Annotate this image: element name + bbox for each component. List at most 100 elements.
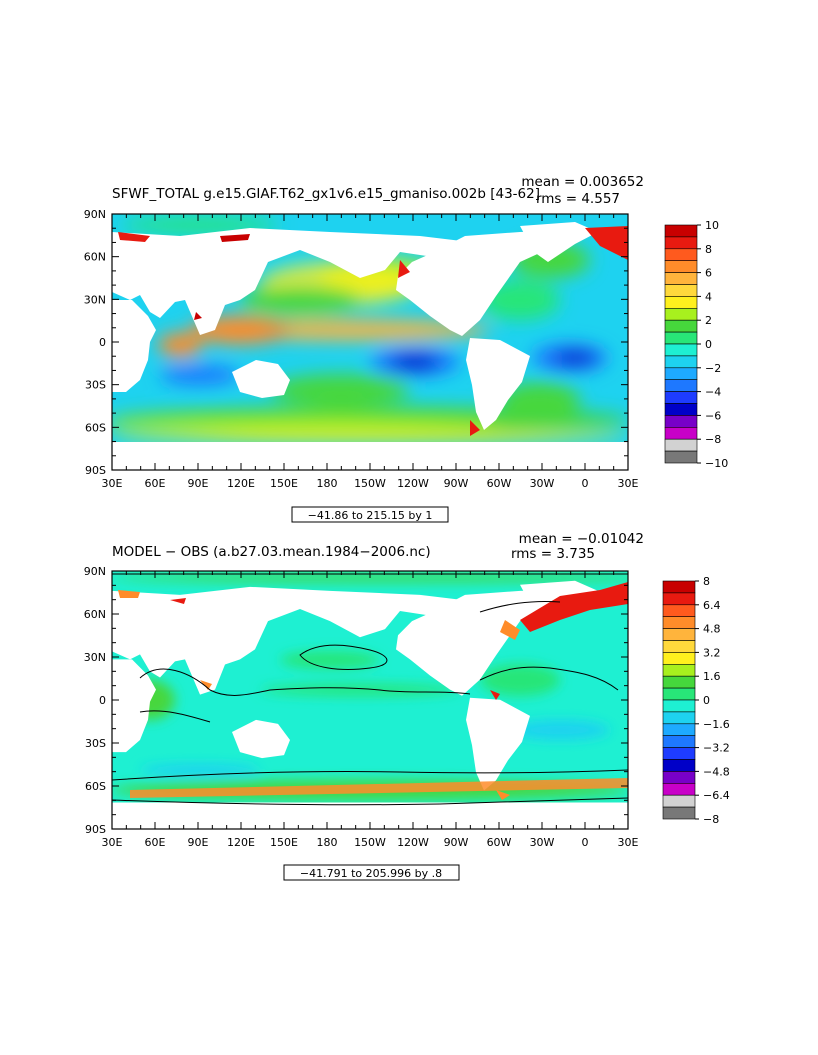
- x-tick-label: 60E: [145, 477, 166, 490]
- x-tick-label: 180: [317, 477, 338, 490]
- colorbar-label: −6: [705, 409, 721, 422]
- colorbar-label: 1.6: [703, 670, 721, 683]
- colorbar-label: 2: [705, 314, 712, 327]
- colorbar-label: 3.2: [703, 646, 721, 659]
- colorbar-swatch: [664, 391, 698, 404]
- colorbar-swatch: [664, 355, 698, 369]
- panel-a-mean: mean = 0.003652: [521, 174, 644, 190]
- x-tick-label: 120E: [227, 836, 255, 849]
- panel-a-axes: 30E 60E 90E 120E 150E 180 150W 120W 90W 60W 30W 0 30…: [84, 208, 639, 490]
- colorbar-label: 0: [705, 338, 712, 351]
- colorbar-swatch: [662, 735, 696, 748]
- colorbar-swatch: [662, 771, 696, 784]
- colorbar-swatch: [662, 747, 696, 760]
- colorbar-label: 4: [705, 290, 712, 303]
- panel-b-mean: mean = −0.01042: [519, 531, 644, 547]
- colorbar-swatch: [664, 331, 698, 345]
- y-tick-label: 60N: [84, 608, 106, 621]
- colorbar-swatch: [662, 604, 696, 617]
- colorbar-swatch: [664, 307, 698, 321]
- x-tick-label: 30E: [102, 836, 123, 849]
- panel-a-field: [112, 214, 628, 470]
- colorbar-swatch: [662, 711, 696, 725]
- x-tick-label: 120W: [397, 477, 429, 490]
- panel-b-range-box: [283, 864, 460, 881]
- colorbar-swatch: [662, 616, 696, 629]
- colorbar-swatch: [662, 806, 696, 820]
- colorbar-swatch: [664, 319, 698, 333]
- x-tick-label: 30W: [530, 477, 555, 490]
- y-tick-label: 90N: [84, 565, 106, 578]
- colorbar-swatch: [662, 592, 696, 606]
- x-tick-label: 0: [582, 836, 589, 849]
- panel-a-range-text: −41.86 to 215.15 by 1: [308, 509, 433, 522]
- x-tick-label: 150W: [354, 836, 386, 849]
- colorbar-swatch: [664, 379, 698, 392]
- x-tick-label: 150W: [354, 477, 386, 490]
- colorbar-swatch: [664, 426, 698, 440]
- x-tick-label: 60W: [487, 477, 512, 490]
- colorbar-label: −8: [705, 433, 721, 446]
- colorbar-label: −1.6: [703, 718, 730, 731]
- panel-a-colorbar: 10 8 6 4 2 0 −2 −4 −6 −8 −10: [664, 219, 728, 470]
- colorbar-swatch: [664, 343, 698, 357]
- colorbar-swatch: [664, 415, 698, 428]
- x-tick-label: 120W: [397, 836, 429, 849]
- colorbar-label: −4.8: [703, 765, 730, 778]
- colorbar-swatch: [662, 663, 696, 677]
- colorbar-swatch: [664, 367, 698, 380]
- y-tick-label: 90S: [85, 464, 106, 477]
- y-tick-label: 30S: [85, 379, 106, 392]
- y-tick-label: 60N: [84, 251, 106, 264]
- colorbar-swatch: [664, 272, 698, 285]
- colorbar-swatch: [662, 794, 696, 808]
- colorbar-swatch: [664, 260, 698, 273]
- y-tick-label: 30N: [84, 651, 106, 664]
- panel-a-range-box: [291, 506, 449, 523]
- panel-a-rms: rms = 4.557: [536, 191, 620, 207]
- colorbar-swatch: [664, 224, 698, 238]
- panel-b: MODEL − OBS (a.b27.03.mean.1984−2006.nc)…: [84, 531, 730, 881]
- colorbar-swatch: [664, 236, 698, 250]
- x-tick-label: 60E: [145, 836, 166, 849]
- y-tick-label: 0: [99, 694, 106, 707]
- colorbar-label: 8: [705, 243, 712, 256]
- panel-b-axes: 30E 60E 90E 120E 150E 180 150W 120W 90W 60W 30W 0 30…: [84, 565, 639, 849]
- x-tick-label: 0: [582, 477, 589, 490]
- x-tick-label: 30E: [102, 477, 123, 490]
- colorbar-label: −10: [705, 457, 728, 470]
- colorbar-label: −4: [705, 386, 721, 399]
- colorbar-label: −2: [705, 362, 721, 375]
- colorbar-swatch: [662, 640, 696, 653]
- y-tick-label: 60S: [85, 780, 106, 793]
- colorbar-swatch: [662, 580, 696, 594]
- colorbar-label: 10: [705, 219, 719, 232]
- panel-b-title: MODEL − OBS (a.b27.03.mean.1984−2006.nc): [112, 544, 431, 560]
- panel-b-field: [112, 571, 628, 829]
- x-tick-label: 30W: [530, 836, 555, 849]
- colorbar-swatch: [662, 759, 696, 772]
- colorbar-swatch: [664, 403, 698, 416]
- y-tick-label: 30N: [84, 293, 106, 306]
- y-tick-label: 0: [99, 336, 106, 349]
- colorbar-swatch: [662, 687, 696, 701]
- colorbar-label: 0: [703, 694, 710, 707]
- panel-a: SFWF_TOTAL g.e15.GIAF.T62_gx1v6.e15_gman…: [84, 174, 728, 523]
- colorbar-label: 4.8: [703, 623, 721, 636]
- y-tick-label: 90S: [85, 823, 106, 836]
- y-tick-label: 90N: [84, 208, 106, 221]
- colorbar-swatch: [662, 723, 696, 736]
- colorbar-label: 8: [703, 575, 710, 588]
- x-tick-label: 90E: [188, 836, 209, 849]
- y-tick-label: 30S: [85, 737, 106, 750]
- x-tick-label: 90W: [444, 836, 469, 849]
- colorbar-swatch: [662, 782, 696, 796]
- colorbar-swatch: [664, 450, 698, 464]
- x-tick-label: 180: [317, 836, 338, 849]
- x-tick-label: 90W: [444, 477, 469, 490]
- x-tick-label: 120E: [227, 477, 255, 490]
- colorbar-swatch: [664, 284, 698, 297]
- panel-a-title: SFWF_TOTAL g.e15.GIAF.T62_gx1v6.e15_gman…: [112, 186, 540, 202]
- colorbar-swatch: [664, 438, 698, 452]
